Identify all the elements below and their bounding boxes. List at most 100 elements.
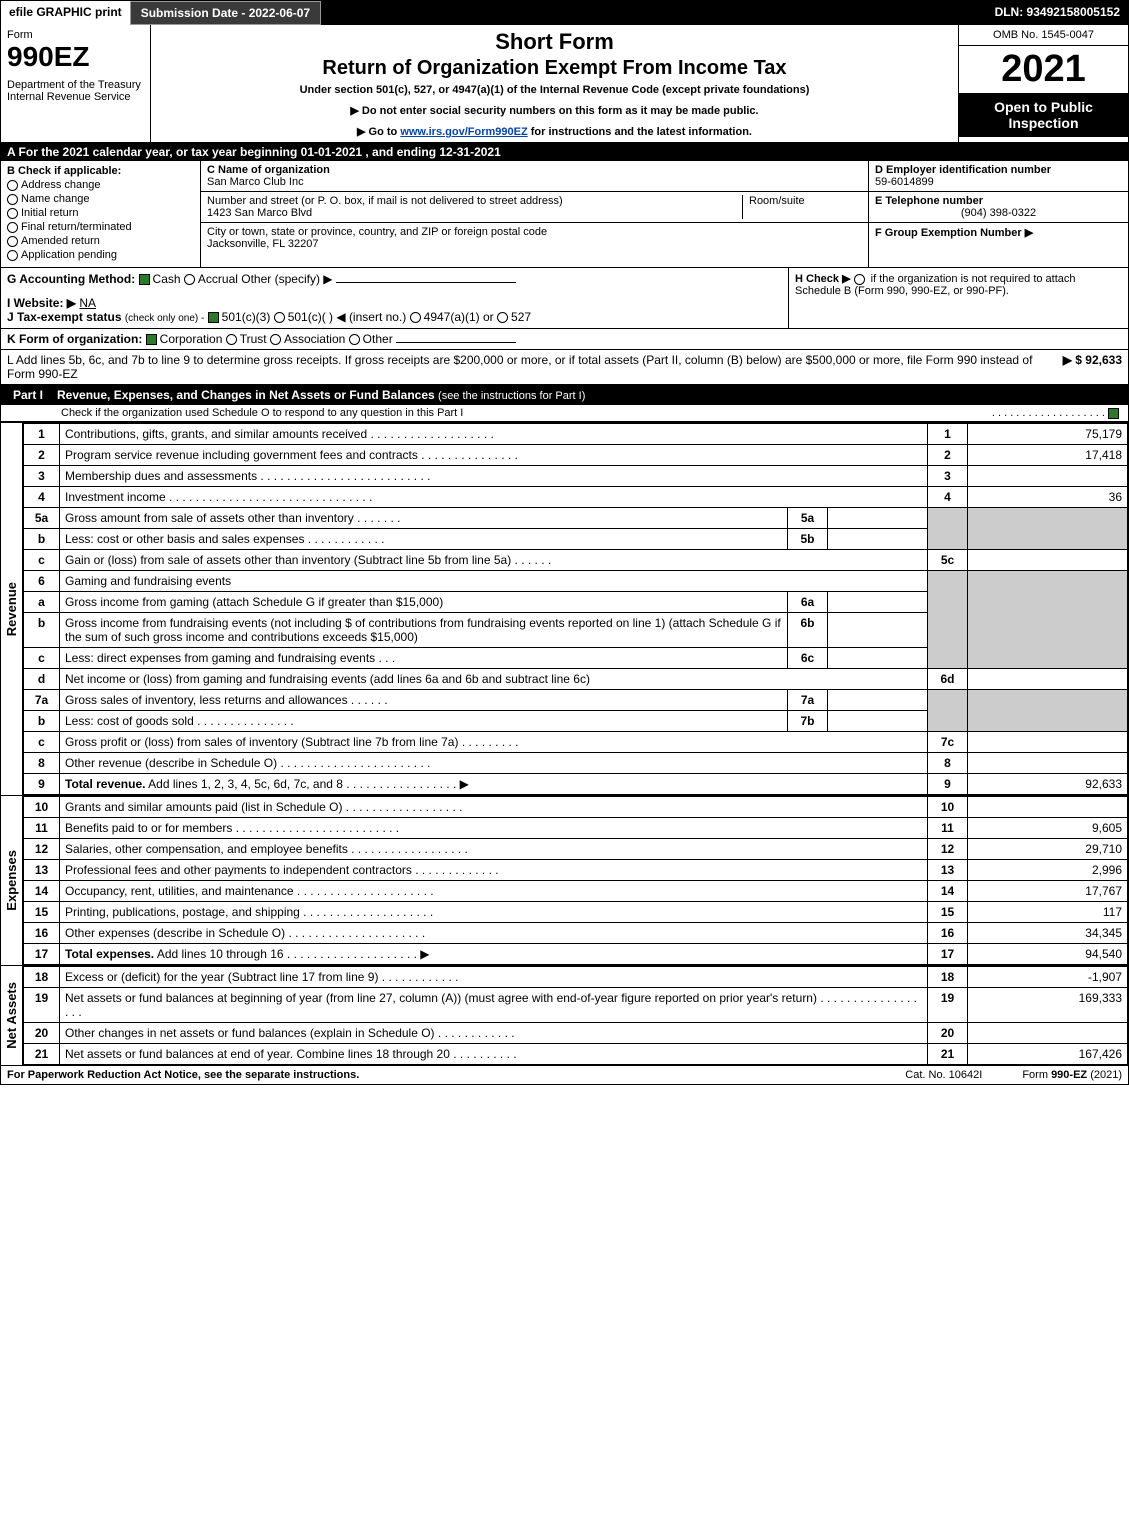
line-5a: 5aGross amount from sale of assets other… [24,508,1128,529]
l-gross-receipts: L Add lines 5b, 6c, and 7b to line 9 to … [1,350,1128,385]
form-word: Form [7,29,144,41]
chk-address-change[interactable]: Address change [7,179,194,191]
line-7a: 7aGross sales of inventory, less returns… [24,690,1128,711]
open-to-public: Open to Public Inspection [959,93,1128,137]
chk-other[interactable] [349,334,360,345]
tax-exempt-label: J Tax-exempt status [7,310,122,324]
return-title: Return of Organization Exempt From Incom… [159,57,950,80]
line-13: 13Professional fees and other payments t… [24,860,1128,881]
line-14: 14Occupancy, rent, utilities, and mainte… [24,881,1128,902]
website-value: NA [79,296,96,310]
chk-amended-return[interactable]: Amended return [7,235,194,247]
org-name-label: C Name of organization [207,164,330,176]
line-7c: cGross profit or (loss) from sales of in… [24,732,1128,753]
form-header: Form 990EZ Department of the Treasury In… [1,25,1128,143]
chk-application-pending[interactable]: Application pending [7,249,194,261]
chk-association[interactable] [270,334,281,345]
catalog-number: Cat. No. 10642I [905,1069,982,1081]
omb-number: OMB No. 1545-0047 [959,25,1128,46]
line-4: 4Investment income . . . . . . . . . . .… [24,487,1128,508]
form-title-block: Short Form Return of Organization Exempt… [151,25,958,142]
box-b-title: B Check if applicable: [7,165,194,177]
paperwork-notice: For Paperwork Reduction Act Notice, see … [7,1069,359,1081]
part-1-header: Part I Revenue, Expenses, and Changes in… [1,385,1128,405]
line-6: 6Gaming and fundraising events [24,571,1128,592]
expenses-vlabel: Expenses [1,796,23,965]
page-footer: For Paperwork Reduction Act Notice, see … [1,1065,1128,1084]
chk-name-change[interactable]: Name change [7,193,194,205]
box-h-schedule-b: H Check ▶ if the organization is not req… [788,268,1128,328]
form-number: 990EZ [7,41,144,73]
line-12: 12Salaries, other compensation, and empl… [24,839,1128,860]
efile-print-label: efile GRAPHIC print [1,1,130,25]
line-3: 3Membership dues and assessments . . . .… [24,466,1128,487]
chk-corporation[interactable] [146,334,157,345]
dln-number: DLN: 93492158005152 [987,1,1128,25]
street-value: 1423 San Marco Blvd [207,207,312,219]
gross-receipts-amount: ▶ $ 92,633 [1051,353,1122,381]
chk-527[interactable] [497,312,508,323]
line-16: 16Other expenses (describe in Schedule O… [24,923,1128,944]
line-10: 10Grants and similar amounts paid (list … [24,797,1128,818]
line-8: 8Other revenue (describe in Schedule O) … [24,753,1128,774]
org-info-grid: B Check if applicable: Address change Na… [1,161,1128,268]
no-ssn-warning: ▶ Do not enter social security numbers o… [159,104,950,117]
chk-schedule-b[interactable] [854,274,865,285]
line-18: 18Excess or (deficit) for the year (Subt… [24,967,1128,988]
line-1: 1Contributions, gifts, grants, and simil… [24,424,1128,445]
under-section-text: Under section 501(c), 527, or 4947(a)(1)… [159,84,950,96]
net-assets-section: Net Assets 18Excess or (deficit) for the… [1,965,1128,1065]
website-label: I Website: ▶ [7,296,76,310]
accounting-method-label: G Accounting Method: [7,272,135,286]
box-d-ein-phone: D Employer identification number 59-6014… [868,161,1128,267]
form-number-footer: Form 990-EZ (2021) [1022,1069,1122,1081]
box-b-checkboxes: B Check if applicable: Address change Na… [1,161,201,267]
expenses-section: Expenses 10Grants and similar amounts pa… [1,795,1128,965]
chk-trust[interactable] [226,334,237,345]
city-value: Jacksonville, FL 32207 [207,238,319,250]
group-exemption-label: F Group Exemption Number ▶ [875,227,1033,239]
phone-value: (904) 398-0322 [961,207,1036,219]
chk-final-return[interactable]: Final return/terminated [7,221,194,233]
line-9: 9Total revenue. Add lines 1, 2, 3, 4, 5c… [24,774,1128,795]
year-block: OMB No. 1545-0047 2021 Open to Public In… [958,25,1128,142]
line-11: 11Benefits paid to or for members . . . … [24,818,1128,839]
k-form-of-org: K Form of organization: Corporation Trus… [1,329,1128,350]
line-20: 20Other changes in net assets or fund ba… [24,1023,1128,1044]
chk-initial-return[interactable]: Initial return [7,207,194,219]
line-15: 15Printing, publications, postage, and s… [24,902,1128,923]
chk-schedule-o[interactable] [1108,408,1119,419]
ein-value: 59-6014899 [875,176,934,188]
chk-accrual[interactable] [184,274,195,285]
line-5c: cGain or (loss) from sale of assets othe… [24,550,1128,571]
org-name: San Marco Club Inc [207,176,304,188]
top-bar: efile GRAPHIC print Submission Date - 20… [1,1,1128,25]
line-6d: dNet income or (loss) from gaming and fu… [24,669,1128,690]
submission-date: Submission Date - 2022-06-07 [130,1,321,25]
line-17: 17Total expenses. Add lines 10 through 1… [24,944,1128,965]
phone-label: E Telephone number [875,195,983,207]
chk-cash[interactable] [139,274,150,285]
chk-501c3[interactable] [208,312,219,323]
tax-year: 2021 [959,46,1128,93]
ein-label: D Employer identification number [875,164,1051,176]
department-label: Department of the Treasury Internal Reve… [7,79,144,103]
chk-4947[interactable] [410,312,421,323]
short-form-title: Short Form [159,29,950,55]
city-label: City or town, state or province, country… [207,226,547,238]
net-assets-vlabel: Net Assets [1,966,23,1065]
box-c-org-info: C Name of organization San Marco Club In… [201,161,868,267]
accounting-schedule-row: G Accounting Method: Cash Accrual Other … [1,268,1128,329]
line-19: 19Net assets or fund balances at beginni… [24,988,1128,1023]
box-g-i-j: G Accounting Method: Cash Accrual Other … [1,268,788,328]
chk-501c[interactable] [274,312,285,323]
section-a-tax-year: A For the 2021 calendar year, or tax yea… [1,143,1128,161]
irs-link[interactable]: www.irs.gov/Form990EZ [400,126,527,138]
part-1-check-o: Check if the organization used Schedule … [1,405,1128,422]
line-21: 21Net assets or fund balances at end of … [24,1044,1128,1065]
form-id-block: Form 990EZ Department of the Treasury In… [1,25,151,142]
form-990ez-page1: efile GRAPHIC print Submission Date - 20… [0,0,1129,1085]
revenue-section: Revenue 1Contributions, gifts, grants, a… [1,422,1128,795]
room-suite-label: Room/suite [749,195,805,207]
revenue-vlabel: Revenue [1,423,23,795]
